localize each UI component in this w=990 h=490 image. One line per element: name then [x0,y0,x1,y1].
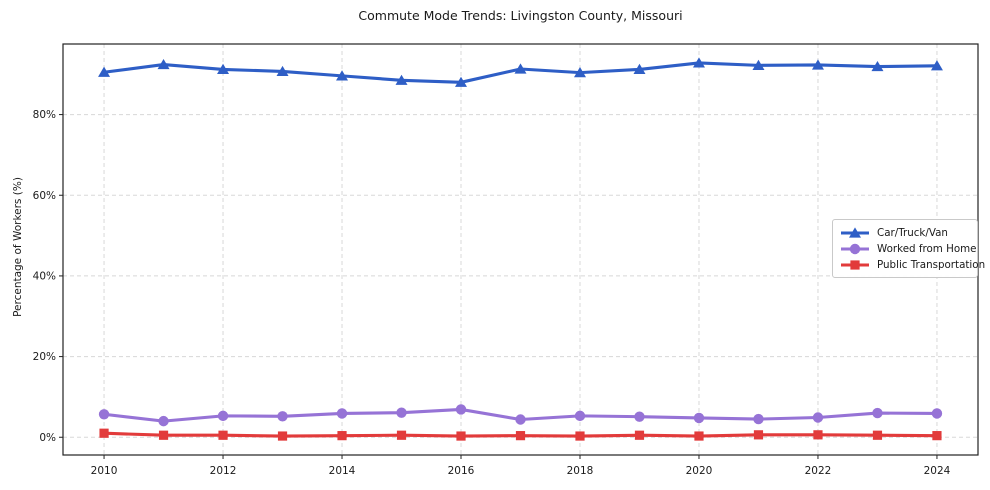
x-tick-label: 2024 [924,465,951,477]
x-tick-label: 2010 [91,465,118,477]
series-car-truck-van [98,57,943,87]
series-worked-from-home [99,404,942,426]
y-tick-label: 60% [33,190,56,202]
x-tick-label: 2020 [686,465,713,477]
legend-item-worked-from-home: Worked from Home [840,242,969,255]
legend-item-public-transportation: Public Transportation [840,258,969,271]
legend-label: Worked from Home [877,243,977,255]
legend-marker-triangle-icon [840,227,870,239]
legend-marker-circle-icon [840,243,870,255]
x-tick-label: 2014 [329,465,356,477]
x-tick-label: 2022 [805,465,832,477]
legend-label: Car/Truck/Van [877,227,948,239]
legend: Car/Truck/Van Worked from Home Public Tr… [832,219,978,278]
series-public-transportation [99,429,941,441]
x-tick-label: 2018 [567,465,594,477]
y-tick-label: 40% [33,271,56,283]
legend-marker-square-icon [840,259,870,271]
figure: Commute Mode Trends: Livingston County, … [0,0,990,490]
x-tick-label: 2012 [210,465,237,477]
y-tick-label: 80% [33,109,56,121]
y-tick-label: 20% [33,351,56,363]
y-tick-label: 0% [39,432,56,444]
x-tick-label: 2016 [448,465,475,477]
legend-item-car-truck-van: Car/Truck/Van [840,226,969,239]
legend-label: Public Transportation [877,259,985,271]
